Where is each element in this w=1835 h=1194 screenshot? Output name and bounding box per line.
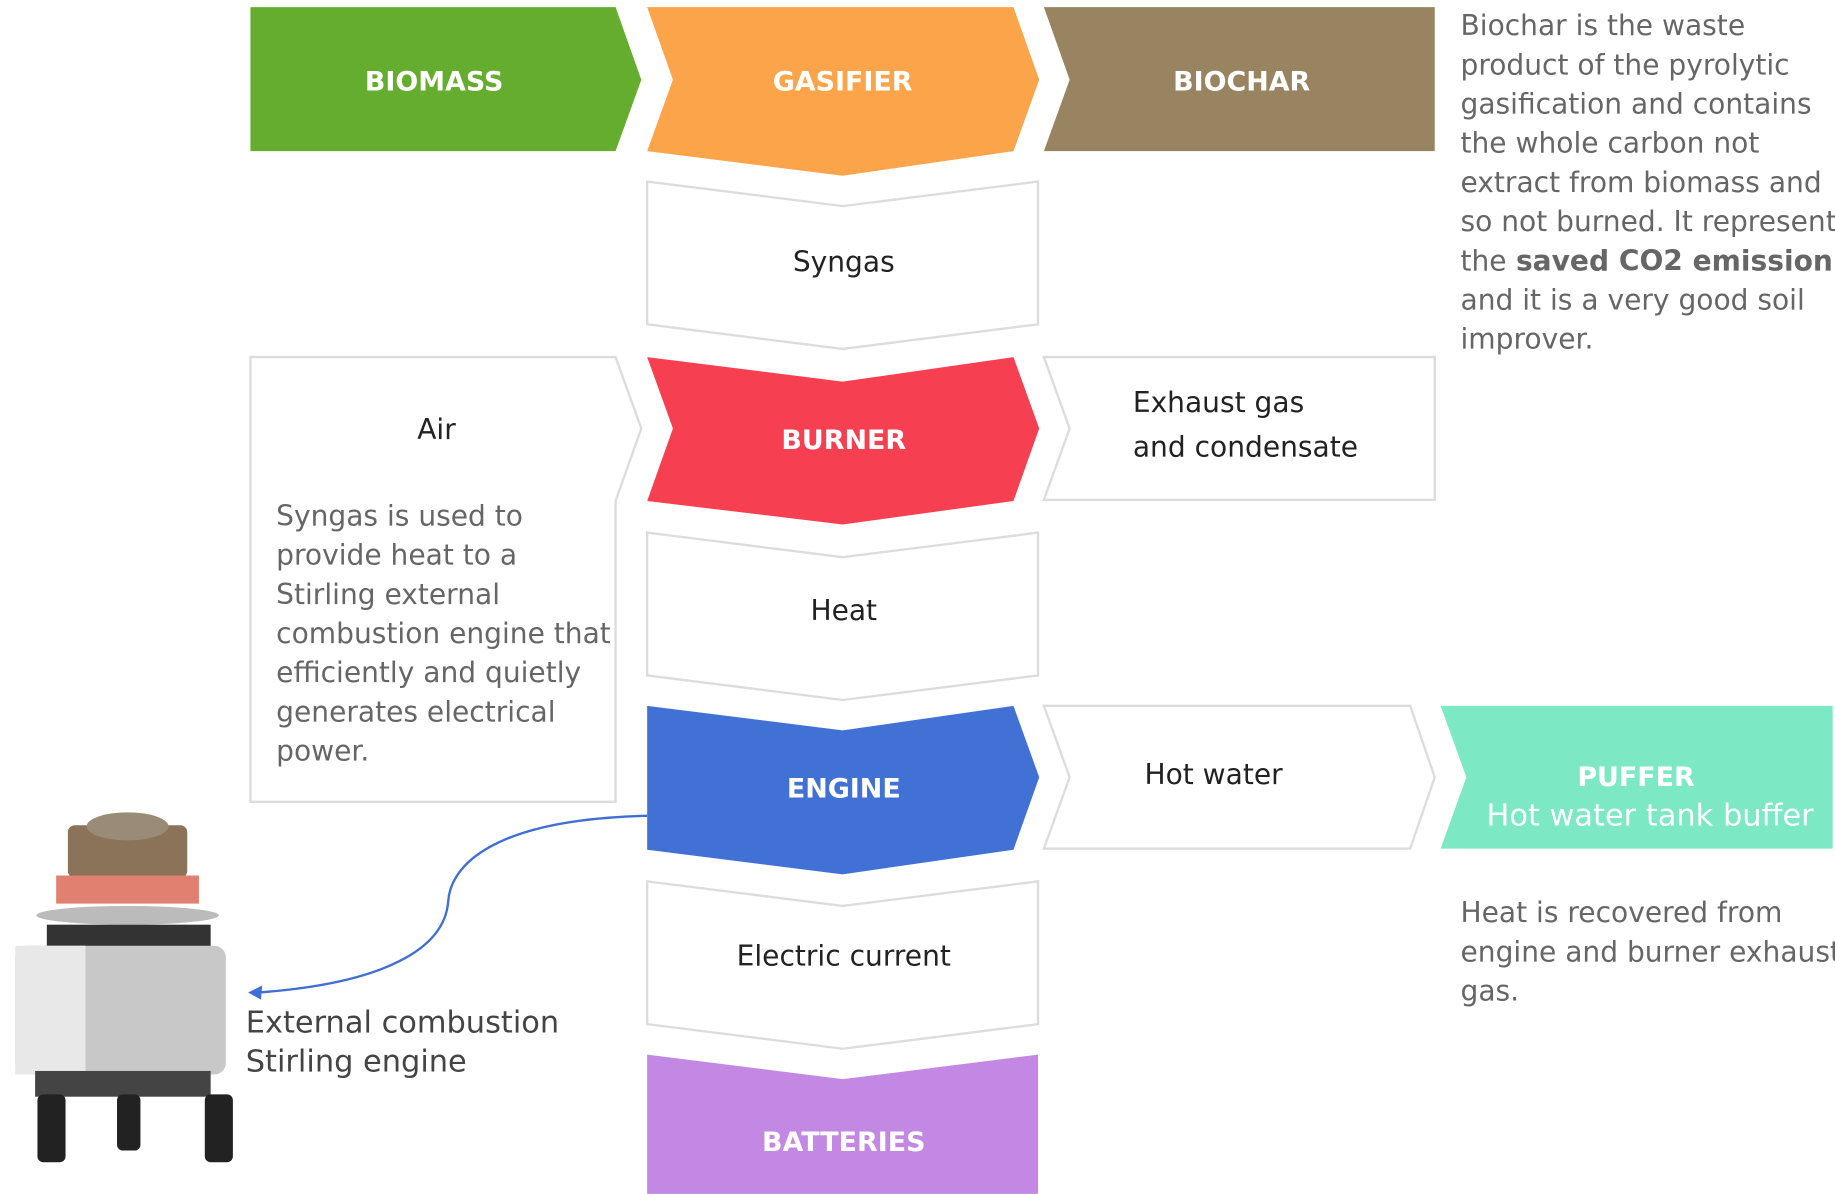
stage-subtitle: Hot water tank buffer [1487, 799, 1815, 834]
note-text: the [1461, 244, 1507, 277]
note-line: gas. [1461, 975, 1520, 1008]
note-line: extract from biomass and [1461, 166, 1822, 199]
flow-label: Electric current [737, 939, 951, 972]
stage-label: BIOMASS [365, 67, 504, 98]
engine-illustration [15, 812, 233, 1162]
note-line: Heat is recovered from [1461, 896, 1783, 929]
note-line: and it is a very good soil [1461, 284, 1805, 317]
exhaust-shape [1044, 357, 1435, 500]
note-line: product of the pyrolytic [1461, 48, 1790, 81]
arrow-head [248, 986, 262, 1000]
flow-label: Syngas [793, 245, 895, 278]
stage-label: BIOCHAR [1173, 67, 1310, 98]
note-line: Stirling external [276, 578, 500, 611]
note-line: provide heat to a [276, 539, 517, 572]
note-line: combustion engine that [276, 617, 611, 650]
connector-arrow [257, 816, 647, 993]
flow-label: Exhaust gas [1133, 386, 1304, 419]
flow-label: Heat [810, 594, 877, 627]
flow-label: Air [417, 413, 456, 446]
flow-label: Hot water [1144, 758, 1283, 791]
notes: Biochar is the waste product of the pyrol… [246, 9, 1835, 1079]
stage-label: BATTERIES [762, 1127, 925, 1158]
note-line: the saved CO2 emission [1461, 244, 1833, 277]
note-line: efficiently and quietly [276, 656, 581, 689]
note-line: Syngas is used to [276, 499, 523, 532]
note-line: improver. [1461, 323, 1594, 356]
note-line: gasification and contains [1461, 87, 1812, 120]
note-line: generates electrical [276, 695, 555, 728]
note-line: power. [276, 735, 369, 768]
diagram: BIOMASS GASIFIER BIOCHAR BURNER ENGINE B… [0, 0, 1835, 1194]
batteries-shape [647, 1055, 1038, 1194]
stage-label: BURNER [781, 425, 906, 456]
note-line: engine and burner exhaust [1461, 935, 1835, 968]
note-line: so not burned. It represent [1461, 205, 1835, 238]
engine-caption: Stirling engine [246, 1044, 467, 1079]
stage-label: GASIFIER [773, 67, 913, 98]
engine-caption: External combustion [246, 1006, 559, 1041]
flow-label: and condensate [1133, 430, 1358, 463]
stage-label: PUFFER [1577, 762, 1695, 793]
note-line: Biochar is the waste [1461, 9, 1746, 42]
note-bold: saved CO2 emission [1516, 244, 1833, 277]
stage-label: ENGINE [787, 774, 901, 805]
note-line: the whole carbon not [1461, 127, 1760, 160]
